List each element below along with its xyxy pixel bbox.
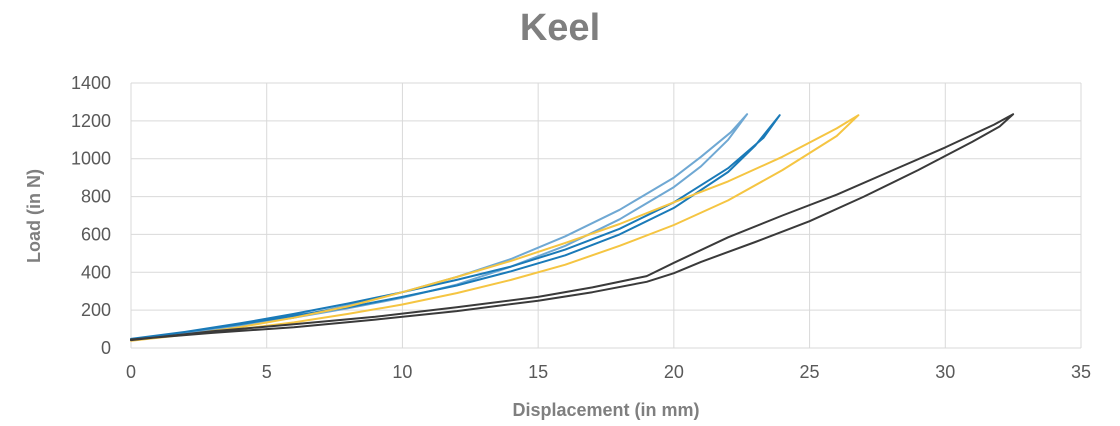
x-tick-label: 5 bbox=[262, 362, 272, 382]
x-axis-ticks: 0 5 10 15 20 25 30 35 bbox=[126, 362, 1091, 382]
y-tick-label: 1200 bbox=[71, 111, 111, 131]
series-line-4 bbox=[130, 113, 1015, 342]
x-tick-label: 0 bbox=[126, 362, 136, 382]
x-tick-label: 30 bbox=[935, 362, 955, 382]
y-tick-label: 200 bbox=[81, 300, 111, 320]
y-tick-label: 0 bbox=[101, 338, 111, 358]
gridlines bbox=[130, 82, 1082, 349]
y-axis-label: Load (in N) bbox=[24, 169, 44, 263]
y-axis-ticks: 0 200 400 600 800 1000 1200 1400 bbox=[71, 73, 111, 358]
x-tick-label: 10 bbox=[392, 362, 412, 382]
series-line-3 bbox=[130, 114, 860, 342]
series-line-2 bbox=[130, 114, 781, 341]
y-tick-label: 1400 bbox=[71, 73, 111, 93]
chart-title: Keel bbox=[520, 7, 600, 49]
y-tick-label: 800 bbox=[81, 187, 111, 207]
x-tick-label: 35 bbox=[1071, 362, 1091, 382]
x-tick-label: 15 bbox=[528, 362, 548, 382]
y-tick-label: 1000 bbox=[71, 149, 111, 169]
y-tick-label: 400 bbox=[81, 262, 111, 282]
series-line-1 bbox=[130, 113, 749, 342]
series-lines bbox=[130, 113, 1015, 342]
x-tick-label: 20 bbox=[664, 362, 684, 382]
x-axis-label: Displacement (in mm) bbox=[512, 400, 699, 420]
y-tick-label: 600 bbox=[81, 224, 111, 244]
x-tick-label: 25 bbox=[800, 362, 820, 382]
